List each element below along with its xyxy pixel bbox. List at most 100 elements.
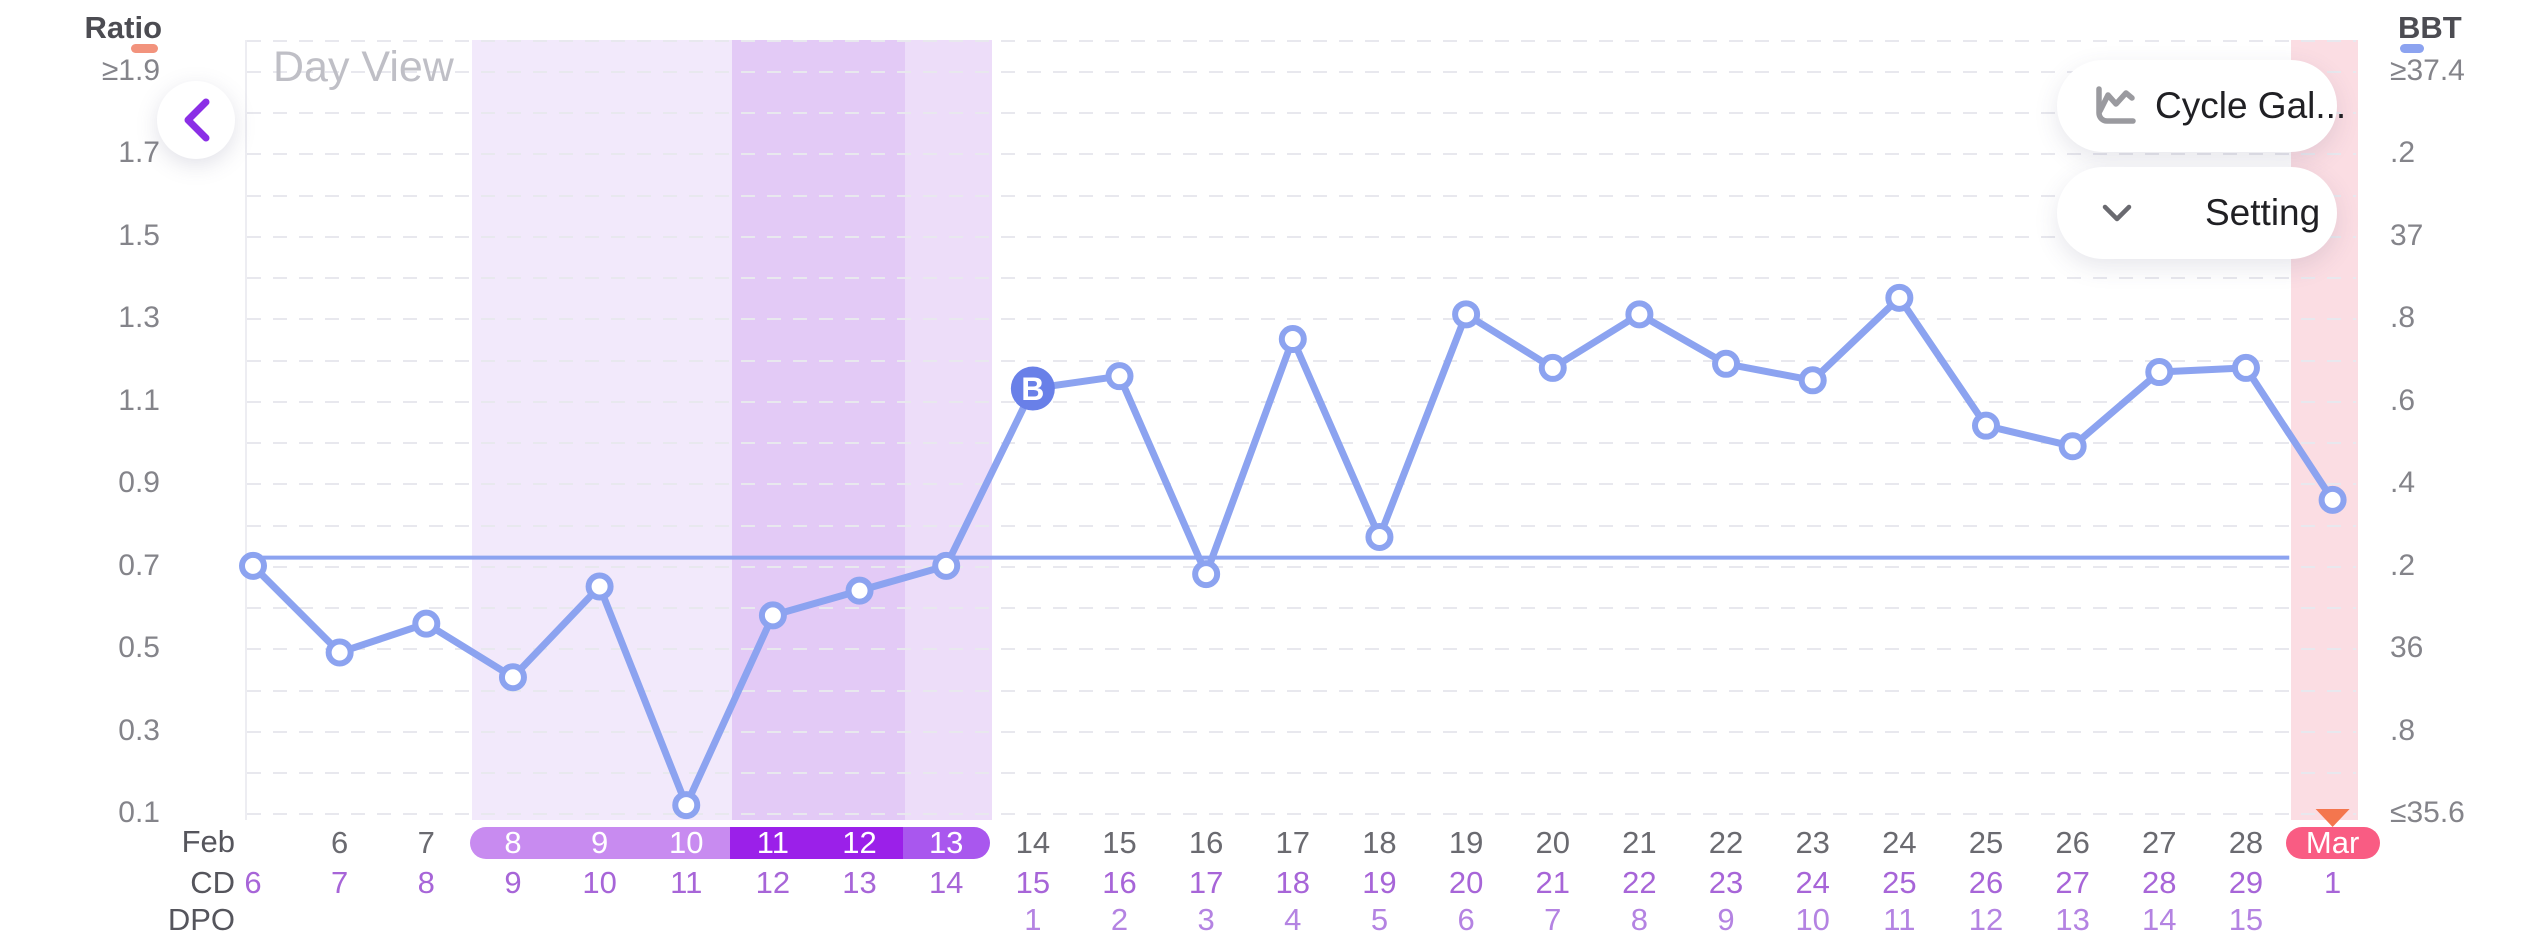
date-label: 25 xyxy=(1968,825,2004,860)
cd-label: 13 xyxy=(842,865,877,900)
data-point[interactable] xyxy=(2231,353,2260,382)
period-month-pill xyxy=(2285,827,2380,859)
date-label: 22 xyxy=(1708,825,1744,860)
ratio-tick-label: 0.3 xyxy=(118,713,160,747)
cd-label: 14 xyxy=(928,865,964,900)
date-label: 19 xyxy=(1448,825,1484,860)
period-start-marker xyxy=(2315,809,2350,827)
cd-label: 1 xyxy=(2323,865,2342,900)
date-label: 11 xyxy=(756,825,789,860)
setting-label: Setting xyxy=(2205,192,2321,233)
cd-label: 19 xyxy=(1362,865,1397,900)
cd-label: 18 xyxy=(1275,865,1311,900)
gridline xyxy=(247,112,2356,115)
gridline xyxy=(247,483,2356,486)
cd-label: 6 xyxy=(244,865,262,900)
data-point[interactable] xyxy=(1798,366,1827,395)
ratio-axis-title: Ratio xyxy=(84,10,163,45)
date-label: 13 xyxy=(928,825,964,860)
back-button[interactable] xyxy=(157,81,235,159)
cd-label: 12 xyxy=(755,865,791,900)
data-point[interactable] xyxy=(2145,358,2174,387)
data-point[interactable] xyxy=(1625,300,1654,329)
cd-label: 26 xyxy=(1968,865,2004,900)
cd-label: 9 xyxy=(504,865,522,900)
date-label: 23 xyxy=(1795,825,1830,860)
data-point[interactable] xyxy=(1538,353,1567,382)
line-chart-icon xyxy=(2091,83,2139,129)
ratio-tick-label: 1.1 xyxy=(118,383,160,417)
dpo-label: 8 xyxy=(1630,902,1649,937)
date-range-pill-segment xyxy=(469,827,730,859)
dpo-label: 14 xyxy=(2142,902,2177,937)
data-point[interactable] xyxy=(498,663,527,692)
cd-label: 10 xyxy=(582,865,617,900)
setting-button[interactable]: Setting xyxy=(2057,167,2337,259)
data-point[interactable] xyxy=(239,551,267,580)
dpo-label: 7 xyxy=(1544,902,1562,937)
date-label: 16 xyxy=(1188,825,1224,860)
date-label: 28 xyxy=(2228,825,2264,860)
gridline xyxy=(247,730,2356,733)
gridline xyxy=(247,277,2356,280)
date-label: 15 xyxy=(1102,825,1137,860)
bbt-tick-label: ≥37.4 xyxy=(2390,54,2465,87)
chevron-left-icon xyxy=(179,96,213,144)
ratio-tick-label: ≥1.9 xyxy=(101,54,160,87)
bbt-tick-label: .8 xyxy=(2390,301,2416,335)
gridline xyxy=(247,772,2356,775)
date-label: 21 xyxy=(1622,825,1657,860)
dpo-row-header: DPO xyxy=(167,902,235,937)
ratio-tick-label: 0.9 xyxy=(118,466,160,500)
data-point[interactable] xyxy=(1885,283,1914,312)
cd-row-header: CD xyxy=(190,865,235,900)
data-point[interactable] xyxy=(2058,432,2087,461)
date-label: 14 xyxy=(1015,825,1051,860)
gridline xyxy=(247,648,2356,651)
ratio-series-line xyxy=(249,294,2337,809)
dpo-label: 11 xyxy=(1883,902,1916,937)
ratio-legend-dash xyxy=(131,44,158,53)
bbt-tick-label: ≤35.6 xyxy=(2390,796,2465,830)
date-label: 24 xyxy=(1882,825,1917,860)
date-label: 9 xyxy=(590,825,609,860)
baseline-marker[interactable] xyxy=(1010,366,1055,411)
gridline xyxy=(247,40,2356,42)
data-point[interactable] xyxy=(1192,560,1221,589)
cd-label: 24 xyxy=(1795,865,1830,900)
data-point[interactable] xyxy=(932,551,961,580)
date-label: 18 xyxy=(1362,825,1397,860)
date-label: 27 xyxy=(2142,825,2177,860)
data-point[interactable] xyxy=(758,601,787,630)
data-point[interactable] xyxy=(1972,411,2000,440)
cd-label: 15 xyxy=(1015,865,1051,900)
cd-label: 22 xyxy=(1622,865,1657,900)
cycle-gallery-button[interactable]: Cycle Gal... xyxy=(2057,60,2346,152)
gridline xyxy=(247,689,2356,692)
data-point[interactable] xyxy=(1365,523,1394,552)
date-label: Mar xyxy=(2305,825,2360,860)
data-point[interactable] xyxy=(2318,485,2347,514)
data-point[interactable] xyxy=(1452,300,1481,329)
data-point[interactable] xyxy=(412,609,441,638)
date-label: 26 xyxy=(2055,825,2090,860)
dpo-label: 12 xyxy=(1968,902,2004,937)
bbt-tick-label: .8 xyxy=(2390,713,2416,747)
date-label: 20 xyxy=(1535,825,1570,860)
data-point[interactable] xyxy=(1278,325,1307,354)
bbt-tick-label: 37 xyxy=(2390,218,2424,252)
date-label: 17 xyxy=(1275,825,1311,860)
data-point[interactable] xyxy=(672,791,701,820)
data-point[interactable] xyxy=(1105,362,1134,391)
data-point[interactable] xyxy=(845,576,874,605)
date-label: 6 xyxy=(331,825,349,860)
dpo-label: 15 xyxy=(2228,902,2264,937)
data-point[interactable] xyxy=(1712,349,1741,378)
dpo-label: 10 xyxy=(1795,902,1830,937)
data-point[interactable] xyxy=(585,572,614,601)
ratio-tick-label: 1.5 xyxy=(118,218,160,252)
data-point[interactable] xyxy=(325,638,354,667)
cd-label: 20 xyxy=(1448,865,1484,900)
